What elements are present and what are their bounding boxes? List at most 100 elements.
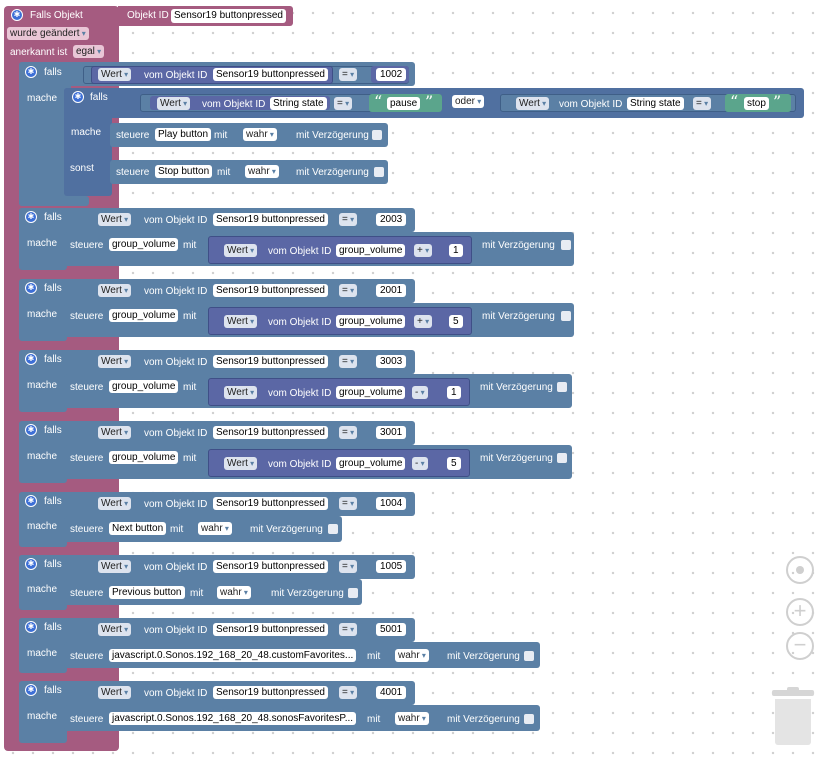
gear-icon[interactable]: ✱ xyxy=(25,282,37,294)
zoom-in-icon[interactable]: + xyxy=(786,598,814,626)
objid-field[interactable]: String state xyxy=(627,97,684,110)
gear-icon[interactable]: ✱ xyxy=(25,621,37,633)
op-dropdown[interactable]: = xyxy=(339,426,358,439)
target-field[interactable]: Stop button xyxy=(155,165,213,178)
wert-dropdown[interactable]: Wert xyxy=(224,457,258,470)
wert-dropdown[interactable]: Wert xyxy=(98,355,132,368)
zoom-out-icon[interactable]: − xyxy=(786,632,814,660)
delay-checkbox[interactable] xyxy=(348,588,358,598)
op-dropdown[interactable]: = xyxy=(339,560,358,573)
objid-field[interactable]: group_volume xyxy=(336,457,406,470)
target-field[interactable]: javascript.0.Sonos.192_168_20_48.customF… xyxy=(109,649,357,662)
number-field[interactable]: 1002 xyxy=(376,68,407,81)
objid-field[interactable]: Sensor19 buttonpressed xyxy=(213,355,328,368)
delay-checkbox[interactable] xyxy=(561,311,571,321)
objid-field[interactable]: Sensor19 buttonpressed xyxy=(213,68,328,81)
wert-dropdown[interactable]: Wert xyxy=(157,97,191,110)
op-dropdown[interactable]: = xyxy=(334,97,353,110)
op-dropdown[interactable]: = xyxy=(339,497,358,510)
wert-dropdown[interactable]: Wert xyxy=(98,623,132,636)
trigger-objid-field[interactable]: Sensor19 buttonpressed xyxy=(171,9,286,23)
ack-dropdown[interactable]: egal xyxy=(73,45,105,58)
target-icon[interactable] xyxy=(786,556,814,584)
target-field[interactable]: group_volume xyxy=(109,238,179,251)
wert-dropdown[interactable]: Wert xyxy=(98,68,132,81)
number-field[interactable]: 3003 xyxy=(376,355,407,368)
math-op-dropdown[interactable]: - xyxy=(412,457,428,470)
wert-dropdown[interactable]: Wert xyxy=(98,426,132,439)
objid-field[interactable]: Sensor19 buttonpressed xyxy=(213,284,328,297)
target-field[interactable]: Previous button xyxy=(109,586,185,599)
target-field[interactable]: Next button xyxy=(109,522,167,535)
wert-dropdown[interactable]: Wert xyxy=(224,315,258,328)
delay-checkbox[interactable] xyxy=(561,240,571,250)
wahr-dropdown[interactable]: wahr xyxy=(395,649,429,662)
wahr-dropdown[interactable]: wahr xyxy=(198,522,232,535)
target-field[interactable]: Play button xyxy=(155,128,212,141)
objid-field[interactable]: group_volume xyxy=(336,315,406,328)
wert-dropdown[interactable]: Wert xyxy=(516,97,550,110)
gear-icon[interactable]: ✱ xyxy=(25,684,37,696)
target-field[interactable]: group_volume xyxy=(109,309,179,322)
objid-field[interactable]: Sensor19 buttonpressed xyxy=(213,623,328,636)
op-dropdown[interactable]: = xyxy=(339,355,358,368)
delay-checkbox[interactable] xyxy=(374,167,384,177)
gear-icon[interactable]: ✱ xyxy=(11,9,23,21)
op-dropdown[interactable]: = xyxy=(339,686,358,699)
oder-dropdown[interactable]: oder xyxy=(452,95,485,108)
wert-dropdown[interactable]: Wert xyxy=(98,497,132,510)
number-field[interactable]: 2001 xyxy=(376,284,407,297)
gear-icon[interactable]: ✱ xyxy=(25,66,37,78)
op-dropdown[interactable]: = xyxy=(339,623,358,636)
op-dropdown[interactable]: = xyxy=(339,284,358,297)
number-field[interactable]: 1 xyxy=(449,244,463,257)
gear-icon[interactable]: ✱ xyxy=(25,424,37,436)
gear-icon[interactable]: ✱ xyxy=(25,558,37,570)
delay-checkbox[interactable] xyxy=(328,524,338,534)
op-dropdown[interactable]: = xyxy=(693,97,712,110)
number-field[interactable]: 1005 xyxy=(376,560,407,573)
number-field[interactable]: 5001 xyxy=(376,623,407,636)
wert-dropdown[interactable]: Wert xyxy=(98,560,132,573)
number-field[interactable]: 3001 xyxy=(376,426,407,439)
objid-field[interactable]: String state xyxy=(270,97,327,110)
objid-field[interactable]: group_volume xyxy=(336,386,406,399)
number-field[interactable]: 2003 xyxy=(376,213,407,226)
number-field[interactable]: 1 xyxy=(447,386,461,399)
wahr-dropdown[interactable]: wahr xyxy=(243,128,277,141)
wert-dropdown[interactable]: Wert xyxy=(98,686,132,699)
objid-field[interactable]: group_volume xyxy=(336,244,406,257)
number-field[interactable]: 1004 xyxy=(376,497,407,510)
objid-field[interactable]: Sensor19 buttonpressed xyxy=(213,426,328,439)
objid-field[interactable]: Sensor19 buttonpressed xyxy=(213,560,328,573)
gear-icon[interactable]: ✱ xyxy=(25,353,37,365)
delay-checkbox[interactable] xyxy=(524,714,534,724)
wert-dropdown[interactable]: Wert xyxy=(224,386,258,399)
wert-dropdown[interactable]: Wert xyxy=(224,244,258,257)
delay-checkbox[interactable] xyxy=(372,130,382,140)
trash-icon[interactable] xyxy=(772,687,814,746)
gear-icon[interactable]: ✱ xyxy=(25,495,37,507)
changed-dropdown[interactable]: wurde geändert xyxy=(7,27,89,40)
delay-checkbox[interactable] xyxy=(524,651,534,661)
string-field[interactable]: stop xyxy=(744,97,769,110)
gear-icon[interactable]: ✱ xyxy=(25,211,37,223)
op-dropdown[interactable]: = xyxy=(339,213,358,226)
delay-checkbox[interactable] xyxy=(557,382,567,392)
number-field[interactable]: 5 xyxy=(449,315,463,328)
target-field[interactable]: group_volume xyxy=(109,380,179,393)
number-field[interactable]: 4001 xyxy=(376,686,407,699)
number-field[interactable]: 5 xyxy=(447,457,461,470)
objid-field[interactable]: Sensor19 buttonpressed xyxy=(213,497,328,510)
wahr-dropdown[interactable]: wahr xyxy=(217,586,251,599)
gear-icon[interactable]: ✱ xyxy=(72,91,84,103)
objid-field[interactable]: Sensor19 buttonpressed xyxy=(213,686,328,699)
math-op-dropdown[interactable]: + xyxy=(414,315,433,328)
math-op-dropdown[interactable]: + xyxy=(414,244,433,257)
math-op-dropdown[interactable]: - xyxy=(412,386,428,399)
wert-dropdown[interactable]: Wert xyxy=(98,284,132,297)
delay-checkbox[interactable] xyxy=(557,453,567,463)
objid-field[interactable]: Sensor19 buttonpressed xyxy=(213,213,328,226)
op-dropdown[interactable]: = xyxy=(339,68,358,81)
target-field[interactable]: javascript.0.Sonos.192_168_20_48.sonosFa… xyxy=(109,712,357,725)
